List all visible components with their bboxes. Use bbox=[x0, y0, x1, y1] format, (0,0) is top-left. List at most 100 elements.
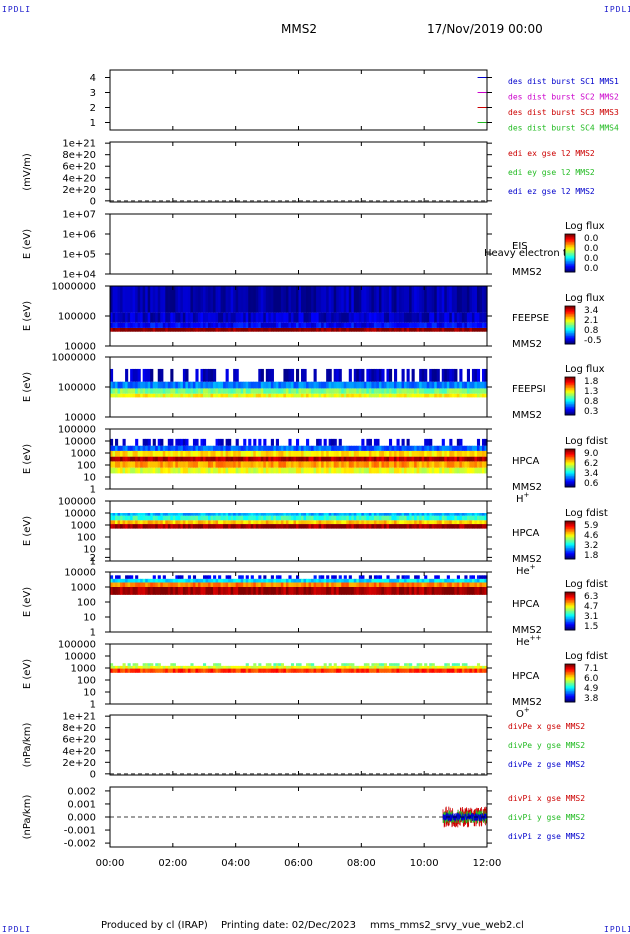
spectrogram-cell bbox=[301, 286, 305, 313]
spectrogram-cell bbox=[165, 312, 169, 323]
spectrogram-cell bbox=[265, 381, 269, 389]
spectrogram-cell bbox=[426, 665, 430, 669]
y-tick-label: 1000 bbox=[71, 664, 96, 675]
spectrogram-cell bbox=[240, 461, 244, 468]
spectrogram-cell bbox=[454, 520, 458, 525]
spectrogram-cell bbox=[401, 515, 405, 521]
spectrogram-cell bbox=[366, 438, 370, 446]
spectrogram-cell bbox=[346, 515, 350, 521]
spectrogram-cell bbox=[323, 520, 327, 525]
spectrogram-cell bbox=[429, 515, 433, 521]
spectrogram-cell bbox=[205, 513, 209, 516]
colorbar-segment bbox=[565, 479, 575, 482]
spectrogram-cell bbox=[399, 524, 403, 529]
spectrogram-cell bbox=[449, 515, 453, 521]
spectrogram-cell bbox=[306, 322, 310, 328]
spectrogram-cell bbox=[333, 322, 337, 328]
spectrogram-cell bbox=[434, 322, 438, 328]
spectrogram-cell bbox=[454, 665, 458, 669]
spectrogram-cell bbox=[260, 312, 264, 323]
spectrogram-cell bbox=[160, 461, 164, 468]
spectrogram-cell bbox=[474, 467, 478, 474]
spectrogram-cell bbox=[150, 327, 154, 332]
spectrogram-cell bbox=[396, 381, 400, 389]
instrument-label: HPCA bbox=[512, 528, 540, 539]
spectrogram-cell bbox=[373, 450, 378, 457]
spectrogram-cell bbox=[426, 520, 430, 525]
spectrogram-cell bbox=[210, 381, 214, 389]
colorbar-tick-label: 2.1 bbox=[584, 316, 598, 326]
spectrogram-cell bbox=[235, 322, 239, 328]
spectrogram-cell bbox=[233, 578, 237, 583]
spectrogram-cell bbox=[280, 663, 285, 666]
y-tick-label: 1000 bbox=[71, 521, 96, 532]
spectrogram-cell bbox=[170, 381, 174, 389]
spectrogram-cell bbox=[235, 467, 239, 474]
spectrogram-cell bbox=[348, 327, 352, 332]
spectrogram-cell bbox=[451, 520, 455, 525]
spectrogram-cell bbox=[409, 450, 413, 457]
colorbar-segment bbox=[565, 668, 575, 671]
spectrogram-cell bbox=[358, 388, 362, 394]
spectrogram-cell bbox=[278, 456, 282, 462]
spectrogram-cell bbox=[280, 578, 285, 583]
spectrogram-cell bbox=[172, 663, 176, 666]
spectrogram-cell bbox=[288, 322, 292, 328]
spectrogram-cell bbox=[479, 461, 483, 468]
spectrogram-cell bbox=[406, 515, 410, 521]
spectrogram-cell bbox=[208, 286, 212, 313]
spectrogram-cell bbox=[162, 665, 166, 669]
spectrogram-cell bbox=[476, 456, 481, 462]
spectrogram-cell bbox=[459, 393, 463, 398]
spectrogram-cell bbox=[240, 668, 244, 673]
spectrogram-cell bbox=[170, 286, 174, 313]
spectrogram-cell bbox=[348, 515, 352, 521]
spectrogram-cell bbox=[311, 520, 315, 525]
spectrogram-cell bbox=[185, 582, 189, 587]
colorbar-tick-label: 5.9 bbox=[584, 521, 599, 531]
spectrogram-cell bbox=[190, 286, 194, 313]
spectrogram-cell bbox=[409, 578, 413, 583]
spectrogram-cell bbox=[373, 438, 378, 446]
colorbar-segment bbox=[565, 472, 575, 475]
spectrogram-cell bbox=[449, 322, 453, 328]
spectrogram-cell bbox=[288, 520, 292, 525]
spectrogram-cell bbox=[356, 388, 360, 394]
spectrogram-cell bbox=[444, 513, 448, 516]
spectrogram-cell bbox=[318, 515, 322, 521]
spectrogram-cell bbox=[311, 456, 315, 462]
spectrogram-cell bbox=[162, 524, 166, 529]
spectrogram-cell bbox=[378, 381, 383, 389]
spectrogram-cell bbox=[145, 286, 149, 313]
spectrogram-cell bbox=[140, 322, 144, 328]
spectrogram-cell bbox=[371, 393, 375, 398]
spectrogram-cell bbox=[220, 322, 224, 328]
spectrogram-cell bbox=[368, 578, 372, 583]
spectrogram-cell bbox=[268, 450, 272, 457]
spectrogram-cell bbox=[295, 575, 300, 579]
spectrogram-cell bbox=[411, 665, 415, 669]
spectrogram-cell bbox=[298, 578, 302, 583]
spectrogram-cell bbox=[441, 587, 445, 595]
spectrogram-cell bbox=[295, 524, 300, 529]
spectrogram-cell bbox=[436, 368, 440, 382]
spectrogram-cell bbox=[348, 456, 352, 462]
spectrogram-cell bbox=[245, 582, 249, 587]
spectrogram-cell bbox=[368, 461, 372, 468]
spectrogram-cell bbox=[424, 388, 428, 394]
spectrogram-cell bbox=[160, 582, 164, 587]
spectrogram-cell bbox=[306, 456, 310, 462]
spectrogram-cell bbox=[383, 515, 388, 521]
spectrogram-cell bbox=[288, 524, 292, 529]
spectrogram-cell bbox=[142, 312, 146, 323]
spectrogram-cell bbox=[358, 312, 362, 323]
spectrogram-cell bbox=[321, 587, 325, 595]
spectrogram-cell bbox=[479, 467, 483, 474]
spectrogram-cell bbox=[444, 388, 448, 394]
spectrogram-cell bbox=[295, 381, 300, 389]
spectrogram-cell bbox=[426, 461, 430, 468]
spectrogram-cell bbox=[290, 381, 295, 389]
spectrogram-cell bbox=[215, 445, 219, 451]
spectrogram-cell bbox=[333, 368, 337, 382]
footer-printing-date: Printing date: 02/Dec/2023 bbox=[221, 920, 357, 931]
